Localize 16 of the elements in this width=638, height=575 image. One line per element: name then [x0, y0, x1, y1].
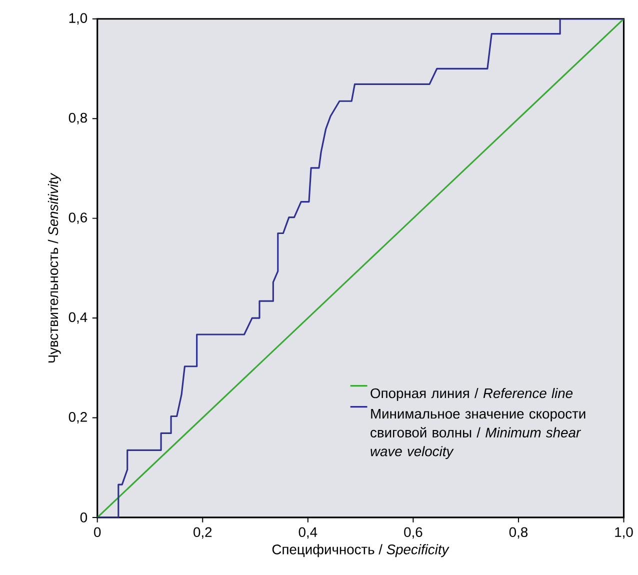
- y-tick-label: 0: [80, 512, 88, 522]
- y-tick-label: 0,8: [68, 112, 87, 124]
- y-tick-label: 0,4: [68, 312, 88, 324]
- x-axis-title: Специфичность / Specificity: [272, 544, 450, 558]
- x-tick-label: 1,0: [615, 527, 633, 539]
- x-tick-label: 0,2: [194, 527, 212, 539]
- text: Минимальное значение скорости свиговой волны / Minimum shear wave velocity: [370, 408, 586, 459]
- legend-label: Опорная линия / Reference line: [370, 388, 573, 401]
- x-tick-label: 0,8: [509, 527, 528, 539]
- y-tick-label: 0,2: [68, 412, 87, 424]
- x-tick-label: 0,6: [404, 527, 422, 539]
- y-tick-label: 1,0: [69, 13, 88, 25]
- x-tick-label: 0: [94, 527, 101, 538]
- x-tick-label: 0,4: [298, 527, 318, 539]
- y-tick-label: 0,6: [68, 212, 87, 224]
- y-axis-title: Чувствительность / Sensitivity: [48, 172, 61, 363]
